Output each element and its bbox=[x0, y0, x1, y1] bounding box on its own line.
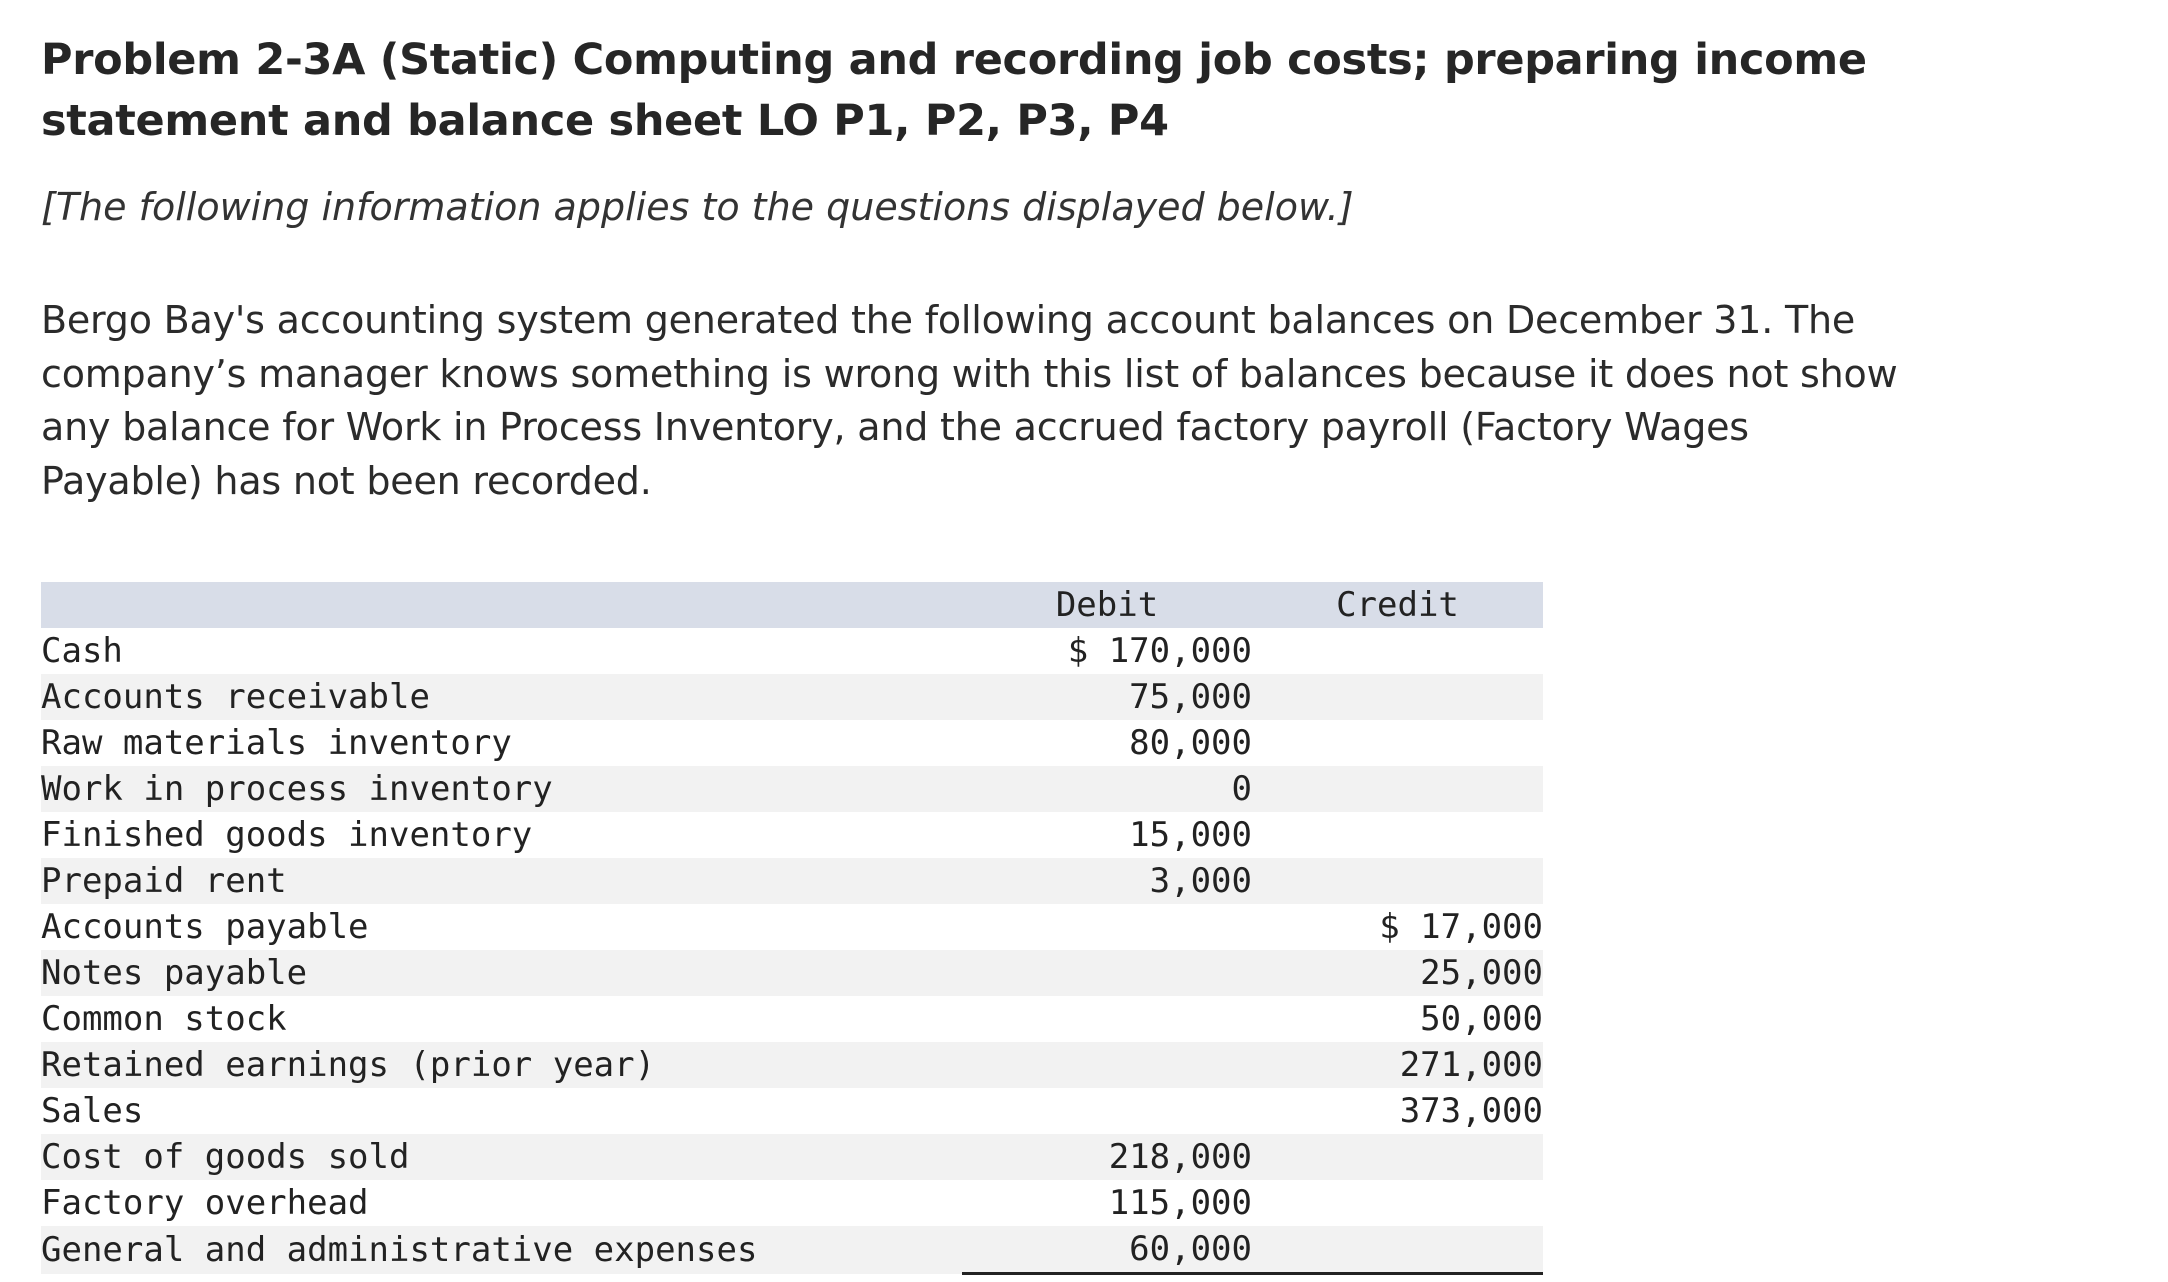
credit-cell: $ 17,000 bbox=[1379, 907, 1543, 947]
account-name-cell: Notes payable bbox=[41, 953, 308, 993]
table-row: Common stock 50,000 bbox=[41, 996, 1543, 1042]
credit-cell bbox=[1252, 674, 1543, 720]
problem-description: Bergo Bay's accounting system generated … bbox=[41, 294, 2131, 508]
debit-cell: 15,000 bbox=[1129, 815, 1252, 855]
problem-title-line-1: Problem 2-3A (Static) Computing and reco… bbox=[41, 35, 1867, 85]
debit-cell: 80,000 bbox=[1129, 723, 1252, 763]
debit-cell bbox=[962, 1088, 1252, 1134]
table-header: Debit Credit bbox=[41, 582, 1543, 628]
credit-cell bbox=[1252, 812, 1543, 858]
table-row: Cash $ 170,000 bbox=[41, 628, 1543, 674]
credit-cell bbox=[1252, 858, 1543, 904]
table-row: Work in process inventory 0 bbox=[41, 766, 1543, 812]
problem-content: Problem 2-3A (Static) Computing and reco… bbox=[41, 30, 2131, 508]
credit-cell: 25,000 bbox=[1420, 953, 1543, 993]
credit-cell bbox=[1252, 1134, 1543, 1180]
problem-title-line-2: statement and balance sheet LO P1, P2, P… bbox=[41, 96, 1169, 146]
account-name-cell: Common stock bbox=[41, 999, 287, 1039]
credit-cell bbox=[1252, 720, 1543, 766]
credit-cell: 271,000 bbox=[1399, 1045, 1543, 1085]
account-balances-table: Debit Credit Cash $ 170,000 Accounts recei… bbox=[41, 582, 1543, 1275]
table-row: Cost of goods sold 218,000 bbox=[41, 1134, 1543, 1180]
credit-cell: 373,000 bbox=[1399, 1091, 1543, 1131]
credit-cell bbox=[1252, 1180, 1543, 1226]
instruction-note: [The following information applies to th… bbox=[41, 185, 1354, 229]
account-name-cell: Cash bbox=[41, 631, 123, 671]
account-name-cell: Finished goods inventory bbox=[41, 815, 533, 855]
account-name-cell: Sales bbox=[41, 1091, 144, 1131]
table-body: Cash $ 170,000 Accounts receivable 75,000 Ra… bbox=[41, 628, 1543, 1275]
table-row: Sales 373,000 bbox=[41, 1088, 1543, 1134]
account-name-cell: Accounts receivable bbox=[41, 677, 430, 717]
table-row: Factory overhead 115,000 bbox=[41, 1180, 1543, 1226]
credit-cell bbox=[1252, 628, 1543, 674]
account-name-cell: Retained earnings (prior year) bbox=[41, 1045, 656, 1085]
table-row: Retained earnings (prior year) 271,000 bbox=[41, 1042, 1543, 1088]
account-name-cell: Work in process inventory bbox=[41, 769, 553, 809]
credit-cell: 50,000 bbox=[1420, 999, 1543, 1039]
problem-title: Problem 2-3A (Static) Computing and reco… bbox=[41, 30, 2131, 152]
debit-cell: 3,000 bbox=[1149, 861, 1252, 901]
debit-cell bbox=[962, 996, 1252, 1042]
description-line-3: any balance for Work in Process Inventor… bbox=[41, 405, 1749, 449]
debit-cell: $ 170,000 bbox=[1067, 631, 1252, 671]
debit-cell: 75,000 bbox=[1129, 677, 1252, 717]
account-name-cell: Accounts payable bbox=[41, 907, 369, 947]
table-row: Accounts payable $ 17,000 bbox=[41, 904, 1543, 950]
header-account bbox=[41, 582, 962, 628]
account-name-cell: Raw materials inventory bbox=[41, 723, 512, 763]
table-row: Prepaid rent 3,000 bbox=[41, 858, 1543, 904]
description-line-4: Payable) has not been recorded. bbox=[41, 458, 652, 503]
table-row: Finished goods inventory 15,000 bbox=[41, 812, 1543, 858]
account-name-cell: General and administrative expenses bbox=[41, 1229, 758, 1270]
table-row: Accounts receivable 75,000 bbox=[41, 674, 1543, 720]
account-name-cell: Prepaid rent bbox=[41, 861, 287, 901]
table-row: General and administrative expenses 60,00… bbox=[41, 1226, 1543, 1275]
description-line-2: company’s manager knows something is wro… bbox=[41, 351, 1898, 396]
table-row: Raw materials inventory 80,000 bbox=[41, 720, 1543, 766]
debit-cell: 115,000 bbox=[1108, 1183, 1252, 1223]
debit-cell bbox=[962, 1042, 1252, 1088]
credit-cell bbox=[1252, 1226, 1543, 1275]
debit-cell: 218,000 bbox=[1108, 1137, 1252, 1177]
table-header-row: Debit Credit bbox=[41, 582, 1543, 628]
account-name-cell: Factory overhead bbox=[41, 1183, 369, 1223]
debit-cell: 0 bbox=[1231, 769, 1252, 809]
credit-cell bbox=[1252, 766, 1543, 812]
debit-cell: 60,000 bbox=[962, 1226, 1252, 1275]
table-row: Notes payable 25,000 bbox=[41, 950, 1543, 996]
header-debit: Debit bbox=[1055, 585, 1159, 625]
description-line-1: Bergo Bay's accounting system generated … bbox=[41, 298, 1856, 342]
debit-cell bbox=[962, 950, 1252, 996]
debit-cell bbox=[962, 904, 1252, 950]
header-credit: Credit bbox=[1336, 585, 1459, 625]
account-name-cell: Cost of goods sold bbox=[41, 1137, 410, 1177]
